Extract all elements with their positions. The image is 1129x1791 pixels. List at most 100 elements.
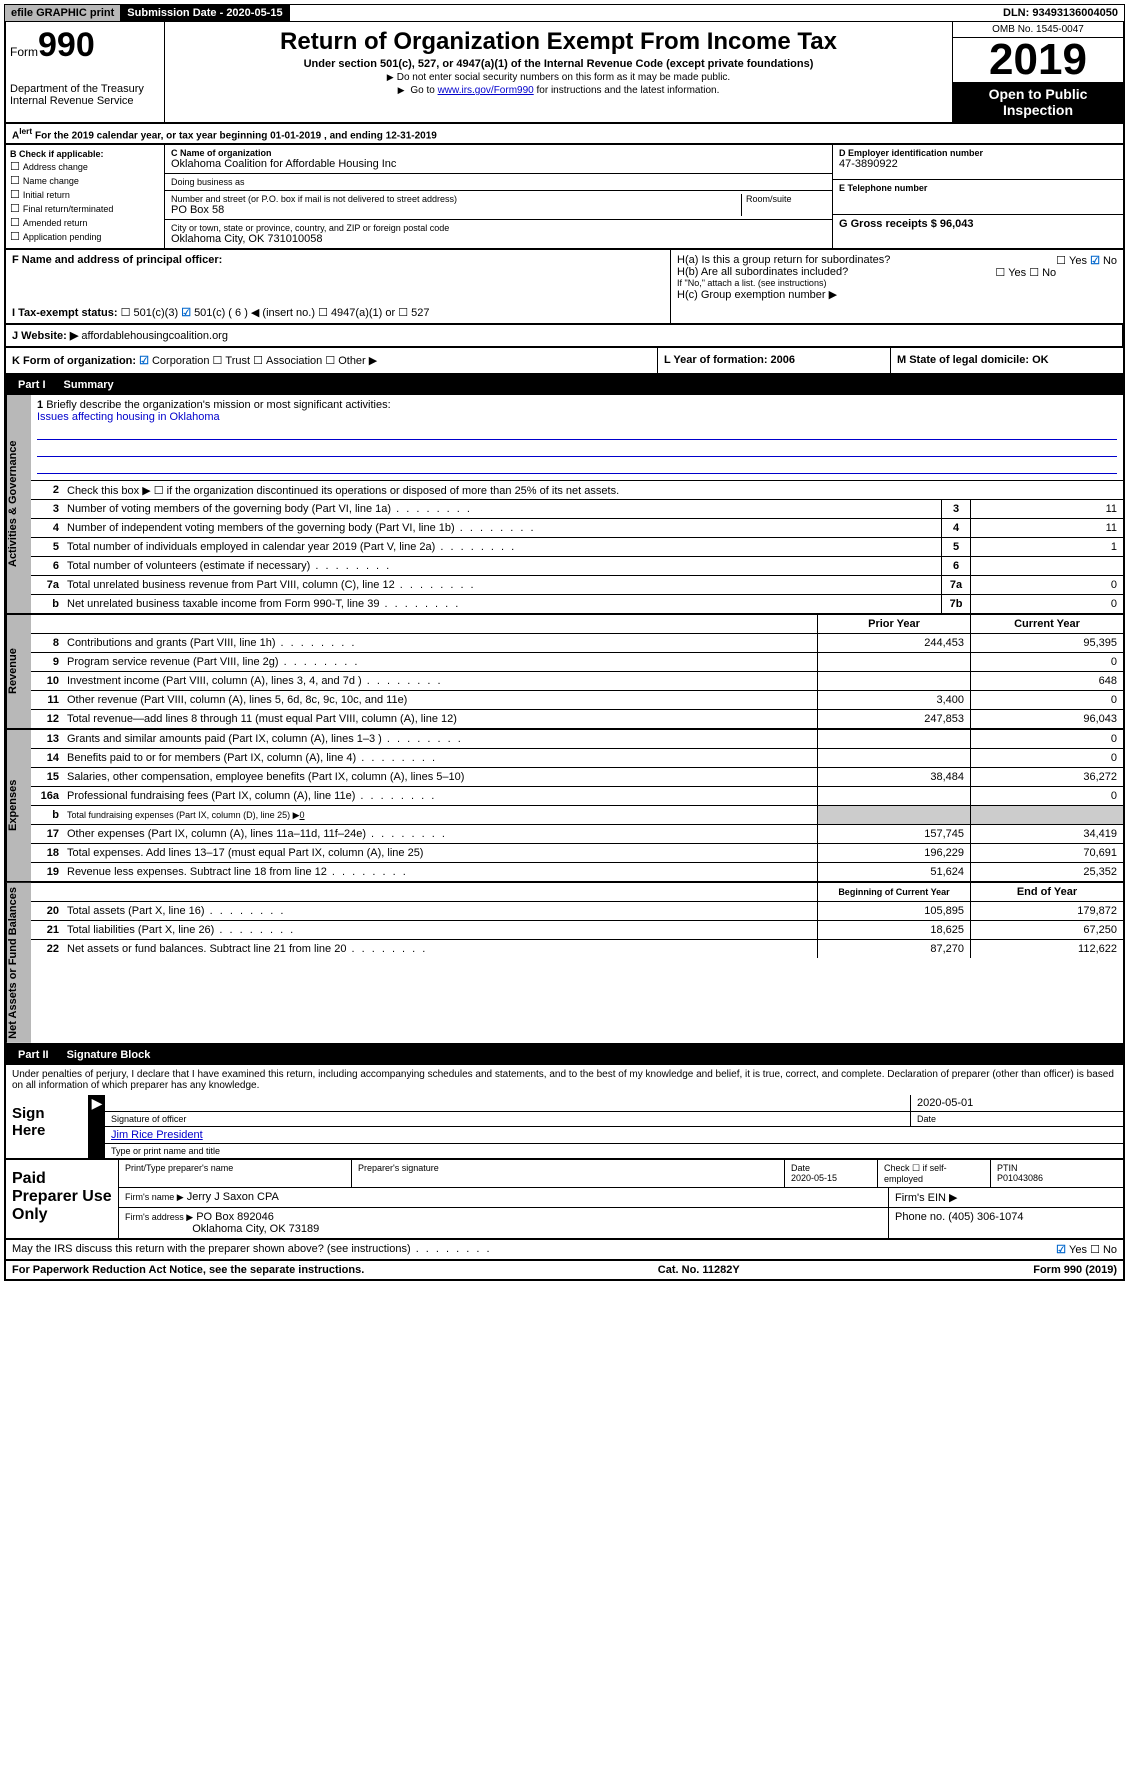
c19: 25,352 xyxy=(970,863,1123,881)
ein-label: D Employer identification number xyxy=(839,148,1117,158)
row-a: Alert For the 2019 calendar year, or tax… xyxy=(4,124,1125,145)
c15: 36,272 xyxy=(970,768,1123,786)
footer-right: Form 990 (2019) xyxy=(1033,1264,1117,1276)
prep-h5: PTIN xyxy=(997,1163,1018,1173)
gross-receipts: G Gross receipts $ 96,043 xyxy=(839,218,1117,230)
hb-no[interactable]: No xyxy=(1029,267,1056,279)
tab-expenses: Expenses xyxy=(6,730,31,881)
chk-name[interactable]: Name change xyxy=(10,174,160,187)
chk-trust[interactable]: Trust xyxy=(213,355,251,367)
c17: 34,419 xyxy=(970,825,1123,843)
tab-governance: Activities & Governance xyxy=(6,395,31,613)
irs-label: Internal Revenue Service xyxy=(10,95,160,107)
e21: 67,250 xyxy=(970,921,1123,939)
firm-addr2: Oklahoma City, OK 73189 xyxy=(192,1223,319,1235)
hb-yes[interactable]: Yes xyxy=(995,267,1026,279)
c18: 70,691 xyxy=(970,844,1123,862)
footer-left: For Paperwork Reduction Act Notice, see … xyxy=(12,1264,364,1276)
chk-4947[interactable]: 4947(a)(1) or xyxy=(318,307,395,319)
v7a: 0 xyxy=(970,576,1123,594)
chk-pending[interactable]: Application pending xyxy=(10,230,160,243)
sig-officer-label: Signature of officer xyxy=(105,1112,910,1126)
prep-h4[interactable]: Check ☐ if self-employed xyxy=(878,1160,991,1187)
ha-no[interactable]: No xyxy=(1090,255,1117,267)
chk-501c[interactable]: 501(c) ( 6 ) ◀ (insert no.) xyxy=(181,307,315,319)
footer-mid: Cat. No. 11282Y xyxy=(658,1264,740,1276)
p11: 3,400 xyxy=(817,691,970,709)
dept-label: Department of the Treasury xyxy=(10,83,160,95)
discuss-q: May the IRS discuss this return with the… xyxy=(12,1243,492,1255)
efile-label[interactable]: efile GRAPHIC print xyxy=(5,5,121,21)
firm-addr1: PO Box 892046 xyxy=(196,1211,274,1223)
line16a: Professional fundraising fees (Part IX, … xyxy=(63,788,817,804)
hc-row: H(c) Group exemption number ▶ xyxy=(677,288,1117,301)
p10 xyxy=(817,672,970,690)
v7b: 0 xyxy=(970,595,1123,613)
phone-label: E Telephone number xyxy=(839,183,1117,193)
line22: Net assets or fund balances. Subtract li… xyxy=(63,941,817,957)
line5: Total number of individuals employed in … xyxy=(63,539,941,555)
chk-527[interactable]: 527 xyxy=(398,307,429,319)
line6: Total number of volunteers (estimate if … xyxy=(63,558,941,574)
discuss-no[interactable]: No xyxy=(1090,1244,1117,1256)
top-bar: efile GRAPHIC print Submission Date - 20… xyxy=(4,4,1125,22)
p15: 38,484 xyxy=(817,768,970,786)
city: Oklahoma City, OK 731010058 xyxy=(171,233,826,245)
row-j: J Website: ▶ affordablehousingcoalition.… xyxy=(4,325,1125,348)
revenue-block: Revenue Prior YearCurrent Year 8Contribu… xyxy=(4,615,1125,730)
dba-label: Doing business as xyxy=(171,177,826,187)
line4: Number of independent voting members of … xyxy=(63,520,941,536)
line7b: Net unrelated business taxable income fr… xyxy=(63,596,941,612)
b21: 18,625 xyxy=(817,921,970,939)
hb-note: If "No," attach a list. (see instruction… xyxy=(677,278,1117,288)
chk-501c3[interactable]: 501(c)(3) xyxy=(121,307,179,319)
line1-label: Briefly describe the organization's miss… xyxy=(46,399,390,411)
line20: Total assets (Part X, line 16) xyxy=(63,903,817,919)
hb-row: H(b) Are all subordinates included? Yes … xyxy=(677,266,1117,278)
v5: 1 xyxy=(970,538,1123,556)
line16b: Total fundraising expenses (Part IX, col… xyxy=(63,808,817,823)
e22: 112,622 xyxy=(970,940,1123,958)
k-label: K Form of organization: xyxy=(12,355,136,367)
c9: 0 xyxy=(970,653,1123,671)
line18: Total expenses. Add lines 13–17 (must eq… xyxy=(63,845,817,861)
chk-corp[interactable]: Corporation xyxy=(139,355,209,367)
line7a: Total unrelated business revenue from Pa… xyxy=(63,577,941,593)
line21: Total liabilities (Part X, line 26) xyxy=(63,922,817,938)
col-de: D Employer identification number 47-3890… xyxy=(832,145,1123,248)
prep-label: Paid Preparer Use Only xyxy=(6,1160,118,1238)
room-label: Room/suite xyxy=(746,194,826,204)
b20: 105,895 xyxy=(817,902,970,920)
p17: 157,745 xyxy=(817,825,970,843)
firm-name-label: Firm's name ▶ xyxy=(125,1192,184,1202)
form-title: Return of Organization Exempt From Incom… xyxy=(169,28,948,56)
discuss-yes[interactable]: Yes xyxy=(1056,1244,1087,1256)
line12: Total revenue—add lines 8 through 11 (mu… xyxy=(63,711,817,727)
col-b: B Check if applicable: Address change Na… xyxy=(6,145,165,248)
p14 xyxy=(817,749,970,767)
b22: 87,270 xyxy=(817,940,970,958)
chk-amended[interactable]: Amended return xyxy=(10,216,160,229)
signature-section: Under penalties of perjury, I declare th… xyxy=(4,1065,1125,1160)
ha-row: H(a) Is this a group return for subordin… xyxy=(677,254,1117,266)
section-bc: B Check if applicable: Address change Na… xyxy=(4,145,1125,250)
line3: Number of voting members of the governin… xyxy=(63,501,941,517)
c12: 96,043 xyxy=(970,710,1123,728)
form-header: Form990 Department of the Treasury Inter… xyxy=(4,22,1125,124)
irs-link[interactable]: www.irs.gov/Form990 xyxy=(438,85,534,96)
ha-yes[interactable]: Yes xyxy=(1056,255,1087,267)
chk-assoc[interactable]: Association xyxy=(253,355,322,367)
form-number: Form990 xyxy=(10,26,160,65)
line14: Benefits paid to or for members (Part IX… xyxy=(63,750,817,766)
chk-initial[interactable]: Initial return xyxy=(10,188,160,201)
p18: 196,229 xyxy=(817,844,970,862)
chk-address[interactable]: Address change xyxy=(10,160,160,173)
chk-final[interactable]: Final return/terminated xyxy=(10,202,160,215)
line8: Contributions and grants (Part VIII, lin… xyxy=(63,635,817,651)
chk-other[interactable]: Other ▶ xyxy=(325,355,377,367)
officer-label: F Name and address of principal officer: xyxy=(12,254,664,266)
prep-h1: Print/Type preparer's name xyxy=(119,1160,352,1187)
website-value[interactable]: affordablehousingcoalition.org xyxy=(81,330,228,342)
inspection-badge: Open to Public Inspection xyxy=(953,82,1123,122)
v3: 11 xyxy=(970,500,1123,518)
